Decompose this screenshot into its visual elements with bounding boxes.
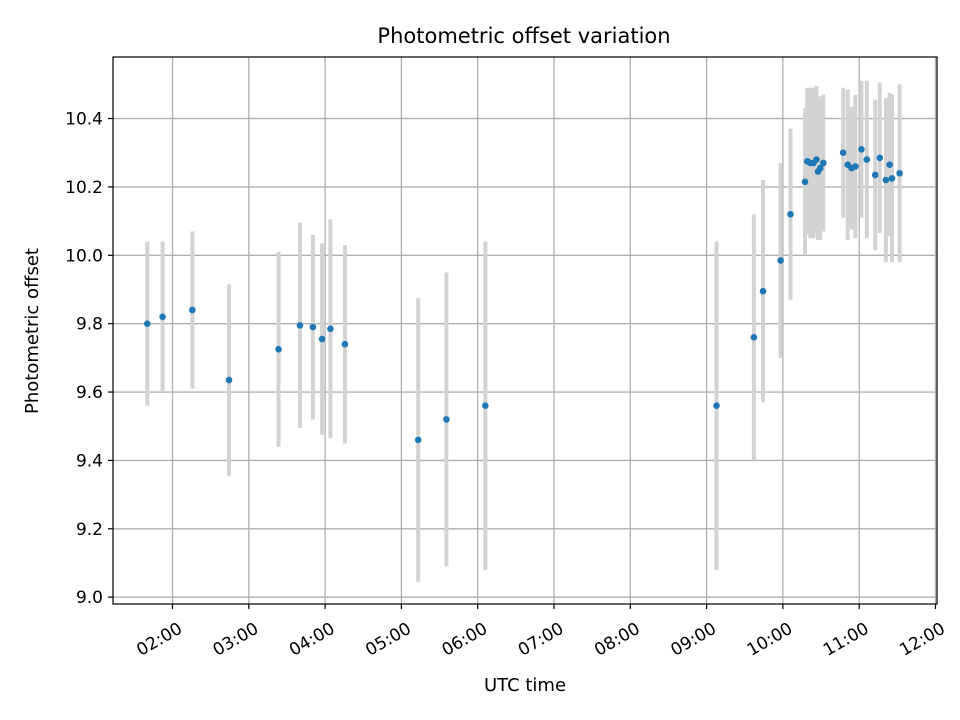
y-tick-label: 9.6	[76, 383, 103, 403]
y-tick-label: 9.8	[76, 315, 103, 335]
x-axis-label: UTC time	[484, 675, 566, 696]
plot-area-frame	[112, 56, 938, 605]
data-point	[863, 156, 871, 163]
y-tick-label: 9.0	[76, 588, 103, 608]
data-point	[482, 402, 489, 410]
grid-lines	[113, 57, 937, 604]
data-point	[787, 210, 794, 218]
data-point	[876, 154, 884, 162]
data-point	[801, 178, 809, 186]
data-point	[189, 306, 196, 314]
y-tick-label: 9.4	[76, 451, 103, 471]
data-point	[275, 346, 282, 353]
data-point	[858, 146, 865, 153]
data-point	[309, 323, 317, 331]
y-axis-label: Photometric offset	[22, 248, 43, 414]
data-point	[882, 176, 890, 184]
y-axis-ticks: 9.0 9.2 9.4 9.6 9.8 10.0 10.2 10.4	[65, 110, 113, 608]
data-point	[839, 149, 847, 157]
y-tick-label: 10.0	[65, 246, 103, 266]
data-point	[820, 159, 827, 167]
data-point	[341, 340, 349, 348]
y-tick-label: 10.4	[65, 110, 103, 130]
data-point	[888, 175, 896, 182]
data-point	[777, 257, 784, 264]
data-point	[225, 376, 233, 384]
data-point	[759, 287, 767, 295]
data-point	[816, 164, 824, 172]
data-point	[713, 402, 720, 410]
data-point	[896, 169, 903, 177]
data-point	[813, 156, 820, 163]
data-point	[327, 325, 334, 333]
data-point	[886, 161, 893, 168]
chart-title: Photometric offset variation	[377, 24, 670, 48]
data-point	[871, 171, 879, 179]
data-point	[750, 334, 758, 341]
data-point	[318, 335, 326, 343]
data-points	[144, 146, 903, 444]
y-tick-label: 9.2	[76, 520, 103, 540]
data-point	[159, 313, 166, 321]
data-point	[852, 163, 859, 170]
data-point	[296, 322, 304, 329]
y-tick-label: 10.2	[65, 178, 103, 198]
data-point	[414, 436, 422, 444]
data-point	[443, 416, 450, 423]
data-point	[144, 320, 151, 327]
